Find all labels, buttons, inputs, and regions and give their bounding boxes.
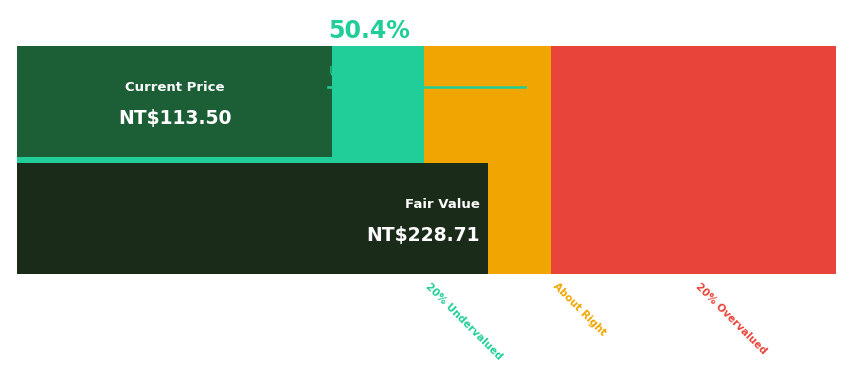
Text: Current Price: Current Price xyxy=(124,81,224,94)
Text: 20% Overvalued: 20% Overvalued xyxy=(693,281,768,356)
Bar xyxy=(17,163,487,274)
Bar xyxy=(17,46,332,157)
Bar xyxy=(550,46,835,274)
Text: 20% Undervalued: 20% Undervalued xyxy=(423,281,504,362)
Text: 50.4%: 50.4% xyxy=(328,19,410,43)
Text: Undervalued: Undervalued xyxy=(328,65,417,79)
Text: Fair Value: Fair Value xyxy=(404,198,479,211)
Text: NT$228.71: NT$228.71 xyxy=(366,226,479,245)
Text: About Right: About Right xyxy=(550,281,607,338)
Bar xyxy=(17,46,423,274)
Text: NT$113.50: NT$113.50 xyxy=(118,109,231,128)
Bar xyxy=(423,46,550,274)
